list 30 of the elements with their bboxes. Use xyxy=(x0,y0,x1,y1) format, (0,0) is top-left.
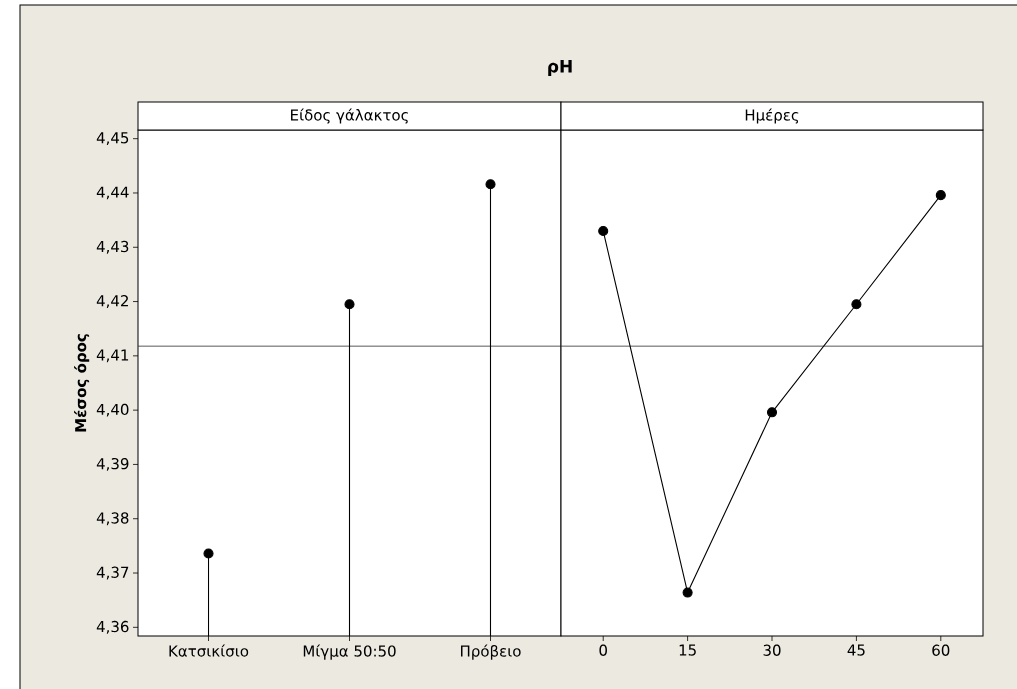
chart-subtitle: Είδος γάλακτος xyxy=(291,108,408,124)
y-tick-label: 4,45 xyxy=(96,132,129,146)
y-tick-label: 4,40 xyxy=(96,403,129,417)
chart-title: ρH xyxy=(548,60,572,76)
y-tick-label: 4,39 xyxy=(96,458,129,471)
y-tick-label: 4,43 xyxy=(96,240,129,254)
point xyxy=(682,587,693,598)
x-tick-label: 45 xyxy=(847,644,865,656)
x-tick-label: 0 xyxy=(599,644,607,656)
x-tick-label: 60 xyxy=(932,644,950,656)
point xyxy=(851,299,862,310)
x-tick-label: 15 xyxy=(679,644,696,656)
point xyxy=(485,179,496,190)
y-axis-title: Μέσος όρος xyxy=(74,334,90,432)
y-tick-label: 4,41 xyxy=(96,349,129,363)
point xyxy=(935,190,946,201)
x-tick-label: Μίγμα 50:50 xyxy=(303,644,396,660)
x-tick-label: Πρόβειο xyxy=(461,644,521,660)
y-tick-label: 4,42 xyxy=(96,295,128,308)
point xyxy=(598,225,609,237)
y-tick-label: 4,36 xyxy=(96,620,129,634)
point xyxy=(203,548,214,559)
y-tick-label: 4,38 xyxy=(96,512,129,526)
chart-subtitle: Ημέρες xyxy=(745,108,799,124)
x-tick-label: Κατσικίσιο xyxy=(169,644,249,657)
x-tick-label: 30 xyxy=(763,644,781,656)
y-tick-label: 4,37 xyxy=(96,566,129,580)
y-tick-label: 4,44 xyxy=(96,186,129,200)
point xyxy=(344,299,355,310)
point xyxy=(766,407,778,418)
